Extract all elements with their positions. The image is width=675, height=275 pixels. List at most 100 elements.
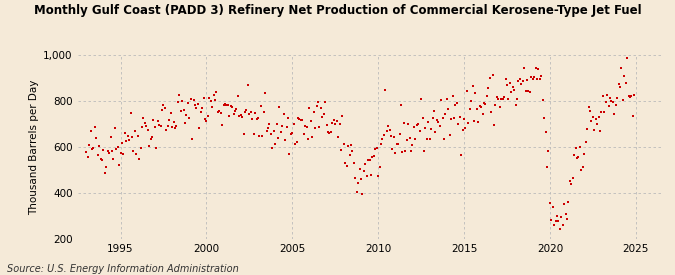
Point — [390, 151, 401, 155]
Point — [553, 218, 564, 223]
Point — [281, 125, 292, 129]
Point — [205, 98, 216, 103]
Point — [308, 110, 319, 114]
Point — [134, 156, 144, 161]
Point — [301, 125, 312, 129]
Point — [240, 110, 250, 114]
Point — [148, 118, 159, 122]
Point — [410, 137, 421, 142]
Point — [523, 89, 534, 93]
Point — [583, 105, 594, 109]
Point — [427, 116, 438, 120]
Point — [201, 119, 212, 123]
Point — [213, 110, 223, 114]
Point — [576, 168, 587, 172]
Point — [622, 56, 632, 61]
Point — [343, 144, 354, 148]
Point — [161, 128, 171, 132]
Point — [392, 142, 402, 146]
Point — [486, 110, 497, 114]
Point — [214, 109, 225, 113]
Point — [140, 121, 151, 125]
Point — [554, 227, 565, 231]
Point — [132, 134, 143, 139]
Point — [171, 123, 182, 128]
Point — [362, 158, 373, 162]
Point — [480, 102, 491, 106]
Point — [408, 124, 419, 129]
Point — [456, 153, 466, 157]
Point — [125, 111, 136, 115]
Point — [321, 123, 332, 128]
Point — [91, 136, 102, 141]
Point — [434, 124, 445, 128]
Point — [174, 93, 185, 98]
Point — [447, 94, 458, 99]
Point — [577, 165, 588, 169]
Point — [237, 115, 248, 119]
Point — [429, 108, 439, 113]
Point — [333, 135, 344, 139]
Point — [204, 95, 215, 100]
Point — [564, 179, 575, 183]
Point — [628, 114, 639, 118]
Point — [182, 101, 193, 105]
Point — [537, 98, 548, 103]
Point — [491, 95, 502, 99]
Point — [380, 88, 391, 92]
Point — [539, 116, 549, 120]
Point — [396, 103, 406, 107]
Point — [310, 126, 321, 130]
Point — [502, 83, 512, 87]
Point — [433, 120, 443, 125]
Point — [300, 124, 310, 128]
Point — [530, 65, 541, 70]
Point — [522, 78, 533, 82]
Point — [328, 117, 339, 122]
Point — [587, 115, 598, 119]
Point — [127, 134, 138, 139]
Point — [252, 116, 263, 120]
Point — [131, 152, 142, 156]
Point — [128, 149, 139, 153]
Point — [514, 77, 525, 81]
Point — [496, 97, 507, 101]
Point — [452, 100, 462, 105]
Point — [231, 107, 242, 111]
Point — [342, 163, 352, 168]
Point — [446, 117, 456, 122]
Point — [574, 145, 585, 150]
Point — [430, 130, 441, 134]
Point — [176, 108, 186, 113]
Point — [535, 76, 545, 81]
Point — [247, 117, 258, 121]
Point — [425, 137, 435, 142]
Point — [467, 84, 478, 89]
Point — [89, 125, 100, 130]
Point — [481, 94, 492, 98]
Point — [375, 141, 386, 146]
Point — [472, 107, 483, 111]
Point — [324, 131, 335, 136]
Point — [271, 122, 282, 127]
Point — [194, 125, 205, 130]
Point — [256, 134, 267, 138]
Point — [407, 143, 418, 148]
Point — [613, 82, 624, 86]
Point — [462, 89, 472, 94]
Point — [466, 99, 477, 103]
Point — [526, 75, 537, 80]
Point — [246, 110, 256, 114]
Point — [219, 102, 230, 106]
Point — [344, 153, 355, 157]
Point — [288, 122, 299, 127]
Point — [277, 124, 288, 128]
Point — [195, 109, 206, 114]
Point — [460, 126, 471, 130]
Point — [286, 132, 296, 136]
Point — [483, 86, 493, 90]
Point — [439, 137, 450, 141]
Point — [573, 155, 584, 159]
Point — [381, 129, 392, 133]
Point — [441, 97, 452, 101]
